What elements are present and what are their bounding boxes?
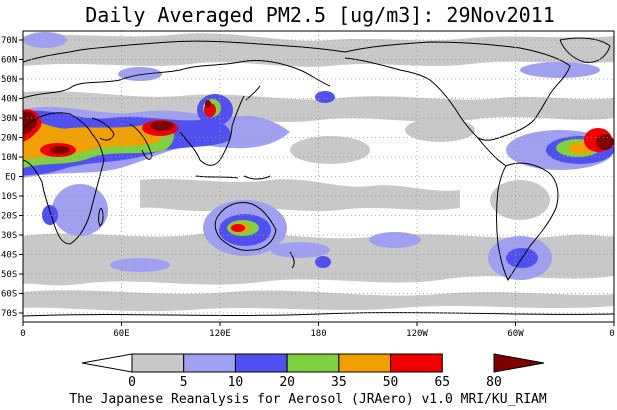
- axis-ticks: [19, 39, 615, 326]
- colorbar-tick-labels: 0 5 10 20 35 50 65 80: [128, 375, 502, 390]
- footer-credit: The Japanese Reanalysis for Aerosol (JRA…: [69, 392, 547, 407]
- colorbar-tick-label: 5: [180, 375, 188, 390]
- lat-label: 10S: [1, 192, 17, 202]
- lon-label: 120E: [209, 329, 231, 339]
- lat-label: 50N: [1, 75, 17, 85]
- lat-label: 30N: [1, 114, 17, 124]
- colorbar-tick-label: 50: [383, 375, 399, 390]
- lon-label: 120W: [406, 329, 428, 339]
- colorbar-bin: [493, 353, 545, 373]
- colorbar-bin: [183, 353, 236, 373]
- longitude-labels: 0 60E 120E 180 120W 60W 0: [20, 329, 614, 339]
- map-title: Daily Averaged PM2.5 [ug/m3]: 29Nov2011: [85, 3, 555, 27]
- map-panel: 70N 60N 50N 40N 30N 20N 10N EQ 10S 20S 3…: [1, 30, 615, 339]
- colorbar: 0 5 10 20 35 50 65 80: [81, 353, 545, 390]
- colorbar-tick-label: 10: [228, 375, 244, 390]
- colorbar-tick-label: 35: [331, 375, 347, 390]
- lat-label: 70N: [1, 36, 17, 46]
- lat-label: 30S: [1, 231, 17, 241]
- lon-label: 60E: [113, 329, 129, 339]
- lon-label: 180: [310, 329, 326, 339]
- lat-label: EQ: [5, 173, 16, 183]
- lat-label: 50S: [1, 270, 17, 280]
- lat-label: 40N: [1, 95, 17, 105]
- pm25-level-80-plus: [23, 100, 614, 154]
- lat-label: 60N: [1, 56, 17, 66]
- colorbar-tick-label: 0: [128, 375, 136, 390]
- lat-label: 20N: [1, 134, 17, 144]
- colorbar-bins: [81, 353, 545, 373]
- latitude-labels: 70N 60N 50N 40N 30N 20N 10N EQ 10S 20S 3…: [1, 36, 17, 319]
- colorbar-bin: [286, 353, 340, 373]
- pm25-field: [23, 32, 614, 317]
- lat-label: 60S: [1, 290, 17, 300]
- colorbar-bin: [338, 353, 392, 373]
- colorbar-bin: [81, 353, 133, 373]
- colorbar-bin: [131, 353, 185, 373]
- lat-label: 10N: [1, 153, 17, 163]
- colorbar-tick-label: 65: [434, 375, 450, 390]
- lat-label: 40S: [1, 251, 17, 261]
- graticule: [23, 31, 614, 322]
- colorbar-bin: [234, 353, 288, 373]
- lon-label: 0: [609, 329, 614, 339]
- colorbar-tick-label: 20: [279, 375, 295, 390]
- coastlines: [23, 37, 614, 317]
- lat-label: 70S: [1, 309, 17, 319]
- lon-label: 0: [20, 329, 25, 339]
- lon-label: 60W: [507, 329, 524, 339]
- lat-label: 20S: [1, 212, 17, 222]
- colorbar-tick-label: 80: [486, 375, 502, 390]
- colorbar-bin: [390, 353, 443, 373]
